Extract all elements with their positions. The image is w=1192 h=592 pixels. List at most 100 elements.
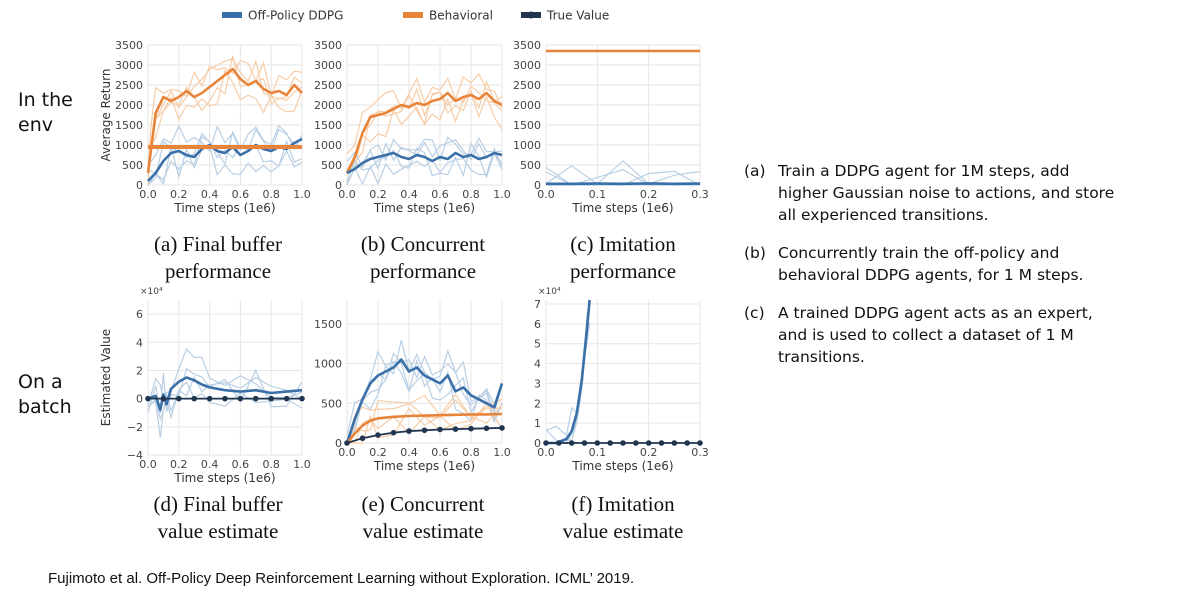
- run-trace: [545, 160, 701, 185]
- xtick-label: 0.0: [139, 458, 157, 471]
- ytick-label: 2000: [513, 99, 541, 112]
- citation: Fujimoto et al. Off-Policy Deep Reinforc…: [48, 570, 635, 587]
- true-value-point: [437, 426, 443, 433]
- ytick-label: 1500: [513, 119, 541, 132]
- legend-item-1: Behavioral: [403, 9, 493, 23]
- legend-label: Behavioral: [429, 9, 493, 23]
- true-value-point: [543, 440, 549, 446]
- legend-label: Off-Policy DDPG: [248, 9, 343, 23]
- true-value-point: [620, 440, 626, 446]
- ytick-label: 1000: [513, 139, 541, 152]
- true-value-point: [299, 395, 305, 402]
- ytick-label: 500: [321, 159, 342, 172]
- ytick-label: 4: [136, 336, 143, 349]
- true-value-point: [344, 440, 350, 446]
- x-axis-label: Time steps (1e6): [373, 201, 475, 215]
- ytick-label: 0: [335, 179, 342, 192]
- x-axis-label: Time steps (1e6): [571, 201, 673, 215]
- row-label-on-batch: On a batch: [18, 371, 72, 418]
- xtick-label: 0.6: [431, 446, 449, 459]
- legend-item-0: Off-Policy DDPG: [222, 9, 343, 23]
- ytick-label: 1500: [314, 119, 342, 132]
- xtick-label: 1.0: [493, 188, 511, 201]
- legend-marker: [527, 11, 535, 19]
- caption-b: (b) Concurrent performance: [360, 232, 486, 283]
- ytick-label: 2000: [115, 99, 143, 112]
- xtick-label: 0.1: [589, 446, 607, 459]
- ytick-label: 3000: [513, 59, 541, 72]
- true-value-point: [191, 395, 197, 402]
- ytick-label: 7: [534, 298, 541, 311]
- series-ddpg: [345, 358, 504, 444]
- notes-panel: (a) Train a DDPG agent for 1M steps, add…: [744, 160, 1184, 384]
- x-axis-label: Time steps (1e6): [173, 471, 275, 485]
- true-value-point: [406, 428, 412, 434]
- run-trace: [147, 55, 303, 186]
- true-value-point: [253, 395, 259, 402]
- ytick-label: 3500: [513, 39, 541, 52]
- ytick-label: 6: [136, 308, 143, 321]
- ytick-label: 0: [534, 437, 541, 450]
- xtick-label: 0.8: [462, 188, 480, 201]
- xtick-label: 0.2: [369, 446, 387, 459]
- run-trace: [147, 367, 303, 414]
- xtick-label: 0.1: [589, 188, 607, 201]
- note-c: (c) A trained DDPG agent acts as an expe…: [744, 304, 1093, 366]
- run-trace: [346, 85, 503, 172]
- note-a: (a) Train a DDPG agent for 1M steps, add…: [744, 162, 1115, 224]
- y-axis-label: Average Return: [99, 69, 113, 162]
- xtick-label: 0.2: [640, 188, 658, 201]
- xtick-label: 0.8: [262, 188, 280, 201]
- ytick-label: 0: [335, 437, 342, 450]
- run-trace: [346, 146, 503, 186]
- chart-a: 0 500 1000 1500 2000 2500 3000 3500 0.0 0.2 0.4 0.6…: [99, 39, 311, 215]
- chart-f: 0 1 2 3 4 5 6 7 0.0 0.1 0.2 0.3 Time steps (1e6) ×10⁴: [534, 287, 709, 473]
- ytick-label: 1000: [115, 139, 143, 152]
- true-value-point: [268, 395, 275, 402]
- xtick-label: 0.6: [431, 188, 449, 201]
- series-behavioral: [146, 67, 303, 174]
- true-value-point: [452, 426, 459, 432]
- legend-label: True Value: [546, 9, 609, 23]
- ytick-label: 2: [534, 397, 541, 410]
- chart-e: 0 500 1000 1500 0.0 0.2 0.4 0.6 0.8 1.0 Time steps…: [314, 300, 511, 473]
- true-value-point: [237, 395, 244, 402]
- true-value-point: [607, 440, 613, 446]
- ytick-label: −4: [127, 449, 143, 462]
- ytick-label: 500: [321, 397, 342, 410]
- true-value-point: [556, 440, 562, 446]
- legend-item-2: True Value: [521, 9, 609, 23]
- true-value-point: [697, 440, 703, 446]
- xtick-label: 0.3: [691, 446, 709, 459]
- true-value-point: [483, 425, 490, 432]
- note-b: (b) Concurrently train the off-policy an…: [744, 244, 1084, 284]
- xtick-label: 0.0: [537, 188, 555, 201]
- run-trace: [545, 166, 700, 186]
- series-behavioral: [345, 91, 503, 174]
- true-value-point: [283, 395, 290, 402]
- series-ddpg: [346, 151, 503, 175]
- xtick-label: 0.3: [691, 188, 709, 201]
- true-value-point: [160, 395, 167, 402]
- true-value-point: [633, 440, 639, 446]
- ytick-label: 2500: [314, 79, 342, 92]
- caption-f: (f) Imitation value estimate: [562, 492, 684, 543]
- y-multiplier: ×10⁴: [538, 287, 561, 297]
- true-value-point: [176, 395, 182, 402]
- series-ddpg: [546, 299, 591, 445]
- ytick-label: 2: [136, 364, 143, 377]
- xtick-label: 0.2: [170, 458, 188, 471]
- xtick-label: 0.2: [170, 188, 188, 201]
- xtick-label: 0.0: [537, 446, 555, 459]
- run-trace: [346, 136, 503, 169]
- ytick-label: 2000: [314, 99, 342, 112]
- ytick-label: 2500: [513, 79, 541, 92]
- xtick-label: 0.4: [201, 458, 219, 471]
- xtick-label: 0.8: [262, 458, 280, 471]
- run-trace: [147, 128, 303, 186]
- x-axis-label: Time steps (1e6): [173, 201, 275, 215]
- ytick-label: 1: [534, 417, 541, 430]
- ytick-label: 1500: [314, 318, 342, 331]
- true-value-point: [206, 395, 213, 402]
- caption-c: (c) Imitation performance: [569, 232, 677, 283]
